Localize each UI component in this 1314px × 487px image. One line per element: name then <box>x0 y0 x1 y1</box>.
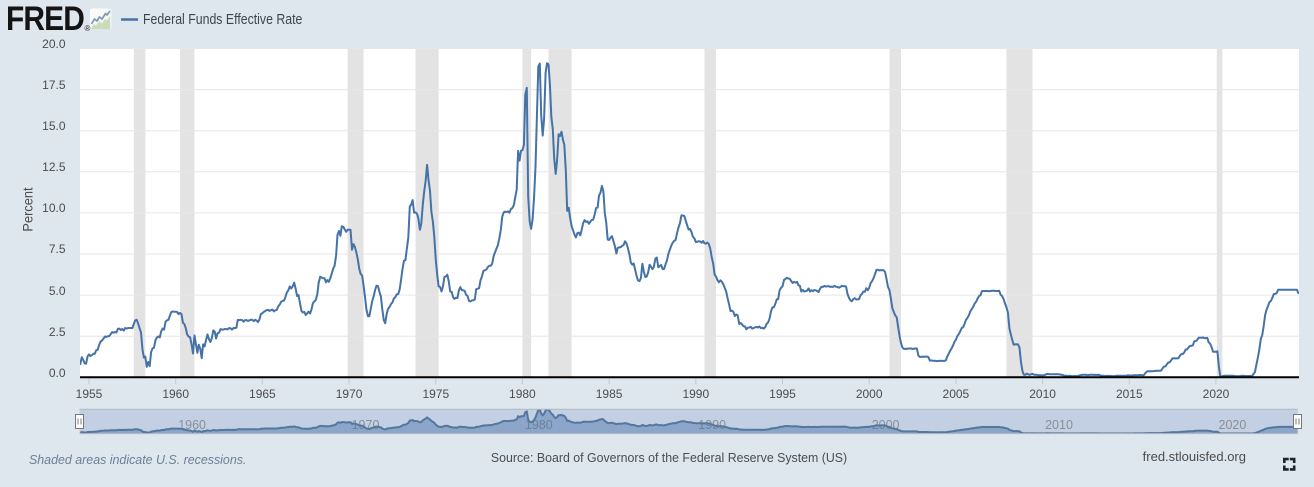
svg-text:1960: 1960 <box>178 418 206 432</box>
svg-text:2020: 2020 <box>1219 418 1247 432</box>
svg-text:2010: 2010 <box>1045 418 1073 432</box>
